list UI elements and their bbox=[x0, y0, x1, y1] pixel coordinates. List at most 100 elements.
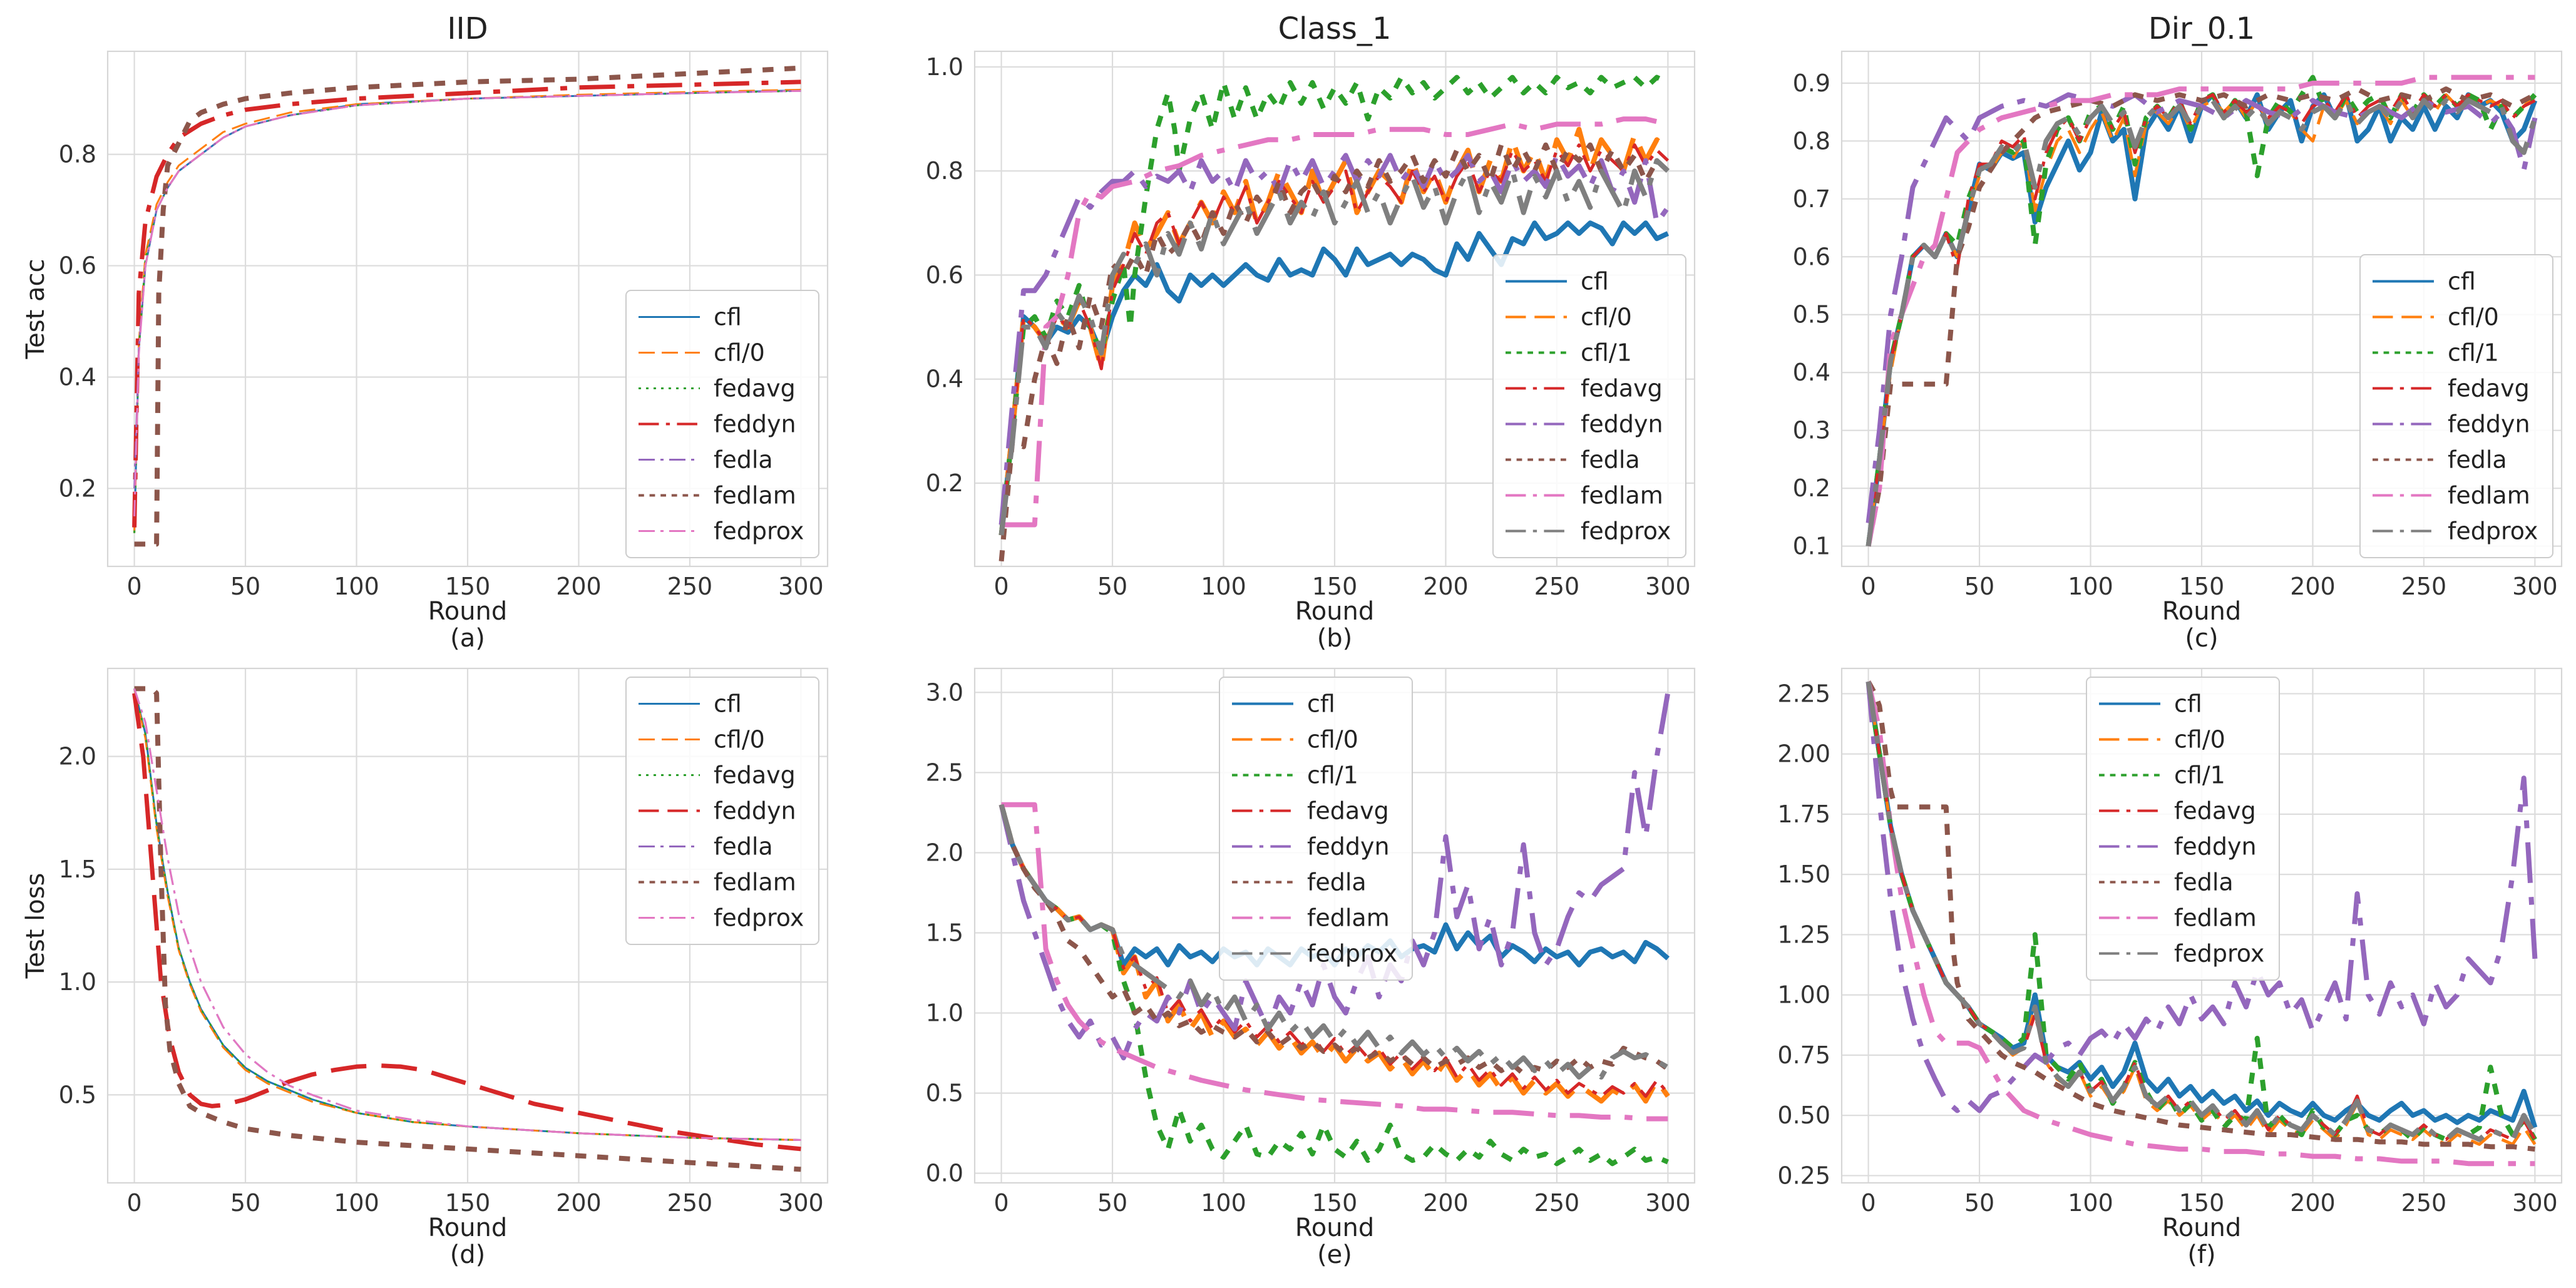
x-tick-label: 200 bbox=[2290, 1189, 2336, 1217]
y-tick-label: 0.7 bbox=[1793, 185, 1830, 213]
series-group bbox=[132, 686, 801, 1172]
panel-b: 0 50 100 150 200 250 300 0.2 0.4 0.6 0.8 1.0 Class_1… bbox=[926, 11, 1696, 653]
x-tick-label: 250 bbox=[2401, 1189, 2447, 1217]
legend-label: fedlam bbox=[714, 482, 796, 509]
y-tick-label: 0.2 bbox=[59, 474, 96, 502]
legend-label: fedlam bbox=[2174, 904, 2257, 932]
y-tick-label: 0.6 bbox=[59, 252, 96, 280]
series-line-feddyn bbox=[132, 693, 801, 1152]
legend-frame bbox=[625, 677, 819, 945]
legend-label: cfl/1 bbox=[1581, 339, 1632, 367]
y-tick-label: 0.3 bbox=[1793, 417, 1830, 444]
x-tick-label: 150 bbox=[2179, 573, 2225, 600]
x-tick-label: 0 bbox=[126, 1189, 141, 1217]
x-tick-label: 100 bbox=[1201, 1189, 1246, 1217]
plot-frame bbox=[973, 667, 1696, 1184]
series-line-cfl-1 bbox=[998, 74, 1670, 536]
y-tick-label: 2.5 bbox=[926, 759, 963, 786]
y-tick-label: 1.5 bbox=[926, 919, 963, 947]
y-tick-label: 0.5 bbox=[59, 1081, 96, 1108]
legend: cfl cfl/0 cfl/1 fedavg feddyn fedla fedlam fedp… bbox=[2086, 677, 2280, 981]
x-tick-label: 50 bbox=[1964, 1189, 1994, 1217]
legend: cfl cfl/0 fedavg feddyn fedla fedlam fedprox bbox=[625, 290, 819, 558]
legend-frame bbox=[625, 290, 819, 558]
x-tick-label: 150 bbox=[2179, 1189, 2225, 1217]
x-tick-label: 150 bbox=[1312, 573, 1358, 600]
panel-e: 0 50 100 150 200 250 300 0.0 0.5 1.0 1.5 2.0 2.5 3.0 R… bbox=[926, 667, 1696, 1269]
series-line-fedprox bbox=[1865, 98, 2538, 547]
legend-label: cfl/1 bbox=[2174, 762, 2225, 789]
legend-label: cfl/0 bbox=[1307, 726, 1358, 754]
x-tick-label: 200 bbox=[2290, 573, 2336, 600]
x-tick-label: 0 bbox=[1860, 573, 1876, 600]
legend-label: cfl bbox=[714, 690, 742, 718]
x-tick-label: 50 bbox=[230, 573, 260, 600]
series-line-feddyn bbox=[132, 79, 801, 528]
legend: cfl cfl/0 fedavg feddyn fedla fedlam fedprox bbox=[625, 677, 819, 945]
x-tick-label: 150 bbox=[445, 573, 491, 600]
legend-label: fedla bbox=[1581, 446, 1640, 474]
legend-label: feddyn bbox=[2174, 833, 2257, 861]
legend-label: fedavg bbox=[714, 762, 796, 789]
panel-a: 0 50 100 150 200 250 300 0.2 0.4 0.6 0.8 IID Round(a… bbox=[21, 11, 829, 653]
legend-label: fedlam bbox=[1307, 904, 1390, 932]
series-line-fedprox bbox=[133, 89, 801, 516]
x-tick-label: 150 bbox=[1312, 1189, 1358, 1217]
y-axis-label: Test loss bbox=[21, 873, 50, 979]
x-axis-label: Round bbox=[428, 1214, 508, 1242]
series-line-fedavg bbox=[1000, 804, 1670, 1098]
legend-label: fedla bbox=[1307, 869, 1367, 896]
legend-label: fedlam bbox=[714, 869, 796, 896]
x-tick-label: 300 bbox=[778, 1189, 824, 1217]
legend-label: cfl bbox=[1307, 690, 1335, 718]
legend-label: cfl/1 bbox=[1307, 762, 1358, 789]
series-line-cfl-1 bbox=[998, 804, 1669, 1167]
x-tick-label: 300 bbox=[1645, 573, 1691, 600]
x-axis-label: Round bbox=[1295, 1214, 1375, 1242]
series-group bbox=[998, 74, 1670, 562]
legend-label: cfl bbox=[714, 304, 742, 331]
legend-label: feddyn bbox=[1307, 833, 1390, 861]
legend: cfl cfl/0 cfl/1 fedavg feddyn fedla fedlam fedp… bbox=[1492, 254, 1686, 558]
series-line-fedprox bbox=[1865, 681, 2537, 1142]
x-tick-label: 0 bbox=[1860, 1189, 1876, 1217]
legend-label: fedavg bbox=[2174, 797, 2256, 825]
y-tick-label: 2.0 bbox=[59, 743, 96, 770]
x-axis-label: Round bbox=[428, 597, 508, 626]
x-tick-label: 0 bbox=[126, 573, 141, 600]
y-tick-label: 0.4 bbox=[59, 363, 96, 391]
x-axis-label: Round bbox=[1295, 597, 1375, 626]
x-tick-label: 50 bbox=[1097, 573, 1127, 600]
panel-c: 0 50 100 150 200 250 300 0.1 0.2 0.3 0.4 0.5 0.6 0.7 0… bbox=[1793, 11, 2563, 653]
series-line-fedlam bbox=[134, 686, 801, 1172]
series-line-fedla bbox=[998, 804, 1670, 1076]
legend-label: fedprox bbox=[714, 518, 804, 545]
series-line-cfl bbox=[998, 220, 1670, 536]
series-line-fedlam bbox=[1001, 802, 1668, 1122]
series-line-cfl-1 bbox=[1865, 681, 2537, 1142]
series-line-cfl-0 bbox=[133, 88, 801, 533]
y-tick-label: 0.8 bbox=[926, 157, 963, 185]
x-tick-label: 300 bbox=[1645, 1189, 1691, 1217]
legend-label: fedla bbox=[714, 446, 773, 474]
legend-label: fedlam bbox=[2448, 482, 2530, 509]
series-line-feddyn bbox=[1865, 92, 2538, 524]
y-tick-label: 0.5 bbox=[926, 1080, 963, 1107]
chart-title: Dir_0.1 bbox=[2148, 11, 2255, 46]
series-line-feddyn bbox=[1865, 681, 2538, 1113]
legend-label: fedlam bbox=[1581, 482, 1663, 509]
x-tick-label: 200 bbox=[1423, 573, 1469, 600]
x-tick-label: 300 bbox=[778, 573, 824, 600]
series-line-feddyn bbox=[998, 153, 1670, 525]
x-tick-label: 200 bbox=[556, 1189, 602, 1217]
series-group bbox=[1865, 680, 2538, 1167]
legend-label: cfl/1 bbox=[2448, 339, 2499, 367]
x-tick-label: 100 bbox=[2068, 573, 2113, 600]
series-group bbox=[132, 65, 801, 547]
legend-label: fedavg bbox=[714, 375, 796, 402]
legend-label: fedla bbox=[714, 833, 773, 861]
panel-caption: (e) bbox=[1317, 1240, 1352, 1269]
y-tick-label: 2.00 bbox=[1777, 740, 1830, 768]
x-tick-label: 250 bbox=[667, 1189, 713, 1217]
